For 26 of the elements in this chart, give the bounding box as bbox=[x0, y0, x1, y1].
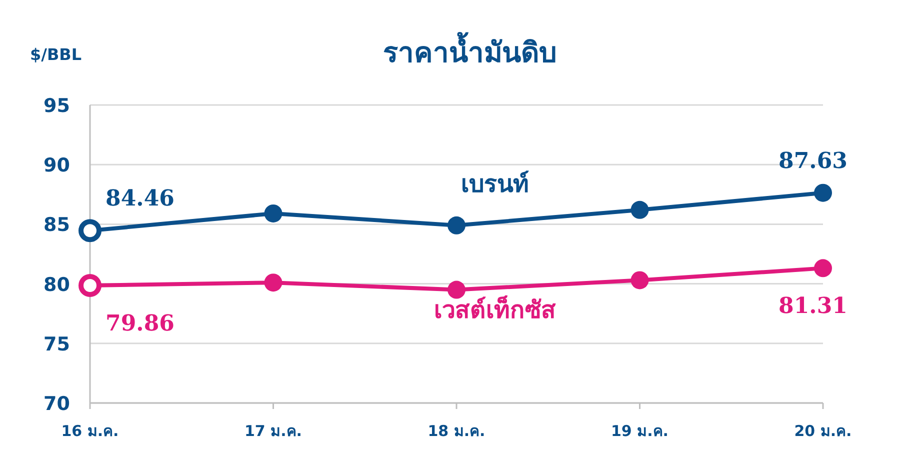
point bbox=[448, 216, 466, 234]
point bbox=[630, 271, 649, 290]
point bbox=[264, 274, 282, 292]
series-label: เบรนท์ bbox=[461, 170, 529, 198]
y-tick-label: 85 bbox=[44, 214, 70, 236]
data-label: 87.63 bbox=[778, 148, 848, 174]
data-label: 79.86 bbox=[106, 310, 174, 336]
y-axis-title: $/BBL bbox=[30, 45, 82, 64]
data-label: 84.46 bbox=[106, 186, 174, 212]
point bbox=[814, 259, 832, 278]
y-tick-label: 70 bbox=[44, 393, 70, 415]
y-tick-label: 90 bbox=[44, 154, 70, 177]
x-tick-label: 18 ม.ค. bbox=[428, 422, 486, 440]
y-tick-label: 75 bbox=[44, 333, 70, 356]
x-tick-label: 19 ม.ค. bbox=[611, 422, 668, 440]
y-tick-label: 80 bbox=[44, 274, 70, 296]
point bbox=[814, 184, 832, 202]
x-tick-label: 20 ม.ค. bbox=[794, 422, 852, 440]
x-tick-label: 16 ม.ค. bbox=[61, 422, 119, 440]
chart-title: ราคาน้ำมันดิบ bbox=[383, 31, 557, 69]
series-label: เวสต์เท็กซัส bbox=[434, 295, 556, 324]
point bbox=[264, 204, 282, 222]
point bbox=[630, 200, 649, 219]
data-label: 81.31 bbox=[778, 293, 848, 320]
y-tick-label: 95 bbox=[44, 95, 70, 117]
x-tick-label: 17 ม.ค. bbox=[244, 422, 302, 440]
